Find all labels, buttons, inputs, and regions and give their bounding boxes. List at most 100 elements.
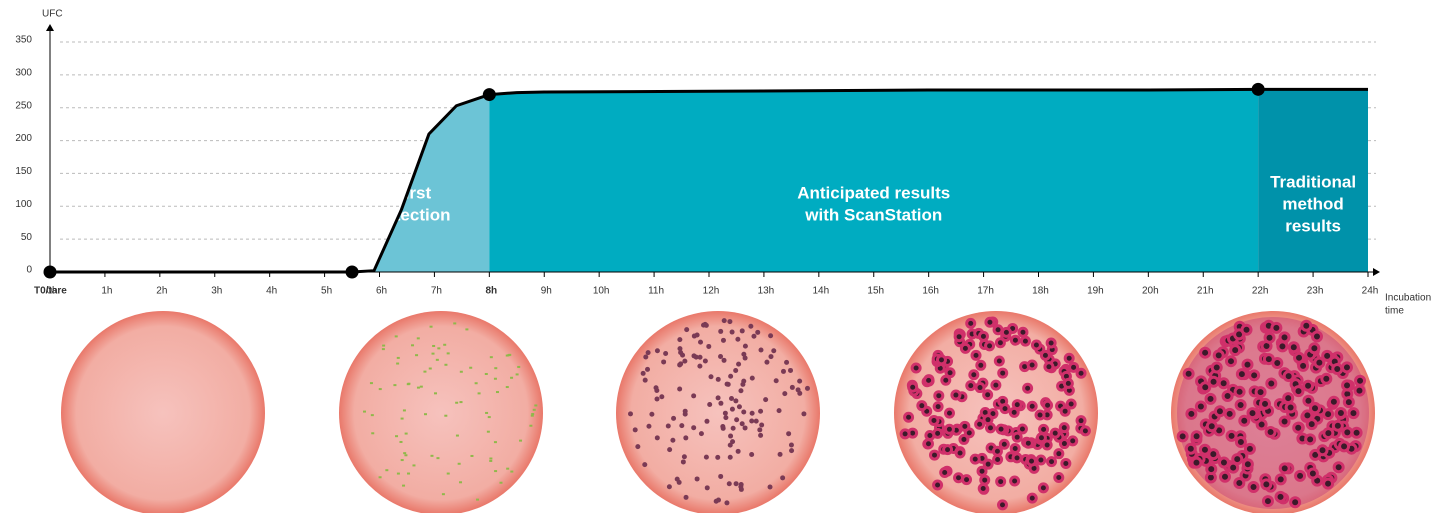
- colony: [399, 440, 403, 443]
- colony: [1068, 361, 1080, 373]
- colony: [1026, 400, 1038, 412]
- colony: [970, 349, 982, 361]
- x-axis-arrow: [1373, 268, 1380, 276]
- colony: [788, 367, 794, 373]
- colony: [969, 453, 981, 465]
- colony: [469, 366, 473, 369]
- colony: [1278, 462, 1291, 475]
- colony: [415, 354, 419, 357]
- colony: [531, 413, 535, 416]
- region-label: with ScanStation: [804, 205, 942, 224]
- region-label: Traditional: [1270, 172, 1356, 191]
- colony: [1292, 385, 1305, 398]
- region: [1258, 89, 1368, 272]
- colony: [1026, 455, 1038, 467]
- colony: [459, 481, 463, 484]
- colony: [1354, 374, 1367, 387]
- colony: [1019, 335, 1031, 347]
- colony: [649, 411, 655, 417]
- colony: [1309, 402, 1322, 415]
- colony: [416, 337, 420, 340]
- region: [489, 89, 1259, 272]
- colony: [718, 328, 724, 334]
- colony: [1207, 448, 1220, 461]
- colony: [758, 432, 764, 438]
- colony: [385, 469, 389, 472]
- colony: [1304, 433, 1317, 446]
- colony: [1282, 370, 1295, 383]
- colony: [729, 329, 735, 335]
- y-tick-label: 50: [21, 232, 33, 243]
- colony: [959, 342, 971, 354]
- colony: [1322, 427, 1335, 440]
- colony: [698, 431, 704, 437]
- colony: [1233, 476, 1246, 489]
- colony: [733, 481, 739, 487]
- colony: [994, 337, 1006, 349]
- y-tick-label: 200: [15, 133, 32, 144]
- colony: [789, 448, 795, 454]
- colony: [736, 361, 742, 367]
- colony: [923, 374, 935, 386]
- x-tick-label: 11h: [648, 286, 664, 297]
- colony: [741, 409, 747, 415]
- colony: [1276, 340, 1289, 353]
- origin-label: T0/tare: [34, 286, 67, 297]
- colony: [742, 343, 748, 349]
- colony: [627, 411, 633, 417]
- colony: [748, 323, 754, 329]
- colony: [1060, 457, 1072, 469]
- colony: [1030, 339, 1042, 351]
- colony: [1231, 453, 1244, 466]
- colony: [494, 470, 498, 473]
- colony: [667, 447, 673, 453]
- colony: [640, 370, 646, 376]
- region-label: First: [394, 183, 431, 202]
- colony: [416, 386, 420, 389]
- colony: [958, 433, 970, 445]
- x-tick-label: 24h: [1362, 286, 1379, 297]
- colony: [411, 344, 415, 347]
- colony: [788, 442, 794, 448]
- colony: [1190, 456, 1203, 469]
- colony: [729, 406, 735, 412]
- colony: [1313, 356, 1326, 369]
- y-tick-label: 150: [15, 166, 32, 177]
- colony: [1334, 407, 1347, 420]
- colony: [506, 467, 510, 470]
- colony: [455, 401, 459, 404]
- region-label: detection: [375, 205, 451, 224]
- x-tick-label: 7h: [431, 286, 442, 297]
- colony: [722, 410, 728, 416]
- colony: [1035, 454, 1047, 466]
- colony: [1190, 430, 1203, 443]
- colony: [1043, 361, 1055, 373]
- colony: [780, 475, 786, 481]
- x-tick-label: 13h: [758, 286, 775, 297]
- colony: [784, 359, 790, 365]
- petri-dish: [616, 311, 820, 513]
- region-label: results: [1285, 216, 1341, 235]
- colony: [484, 372, 488, 375]
- colony: [684, 327, 690, 333]
- colony: [974, 418, 986, 430]
- x-tick-label: 4h: [266, 286, 277, 297]
- colony: [393, 384, 397, 387]
- colony: [715, 376, 721, 382]
- colony: [1000, 326, 1012, 338]
- x-tick-label: 18h: [1032, 286, 1049, 297]
- colony: [797, 378, 803, 384]
- colony: [1254, 386, 1267, 399]
- colony: [984, 316, 996, 328]
- colony: [704, 485, 710, 491]
- x-tick-label: 6h: [376, 286, 387, 297]
- region-label: Anticipated results: [797, 183, 950, 202]
- colony: [982, 389, 994, 401]
- colony: [432, 344, 436, 347]
- region-label: method: [1282, 194, 1343, 213]
- colony: [950, 389, 962, 401]
- colony: [789, 384, 795, 390]
- colony: [465, 328, 469, 331]
- y-tick-label: 100: [15, 199, 32, 210]
- colony: [493, 377, 497, 380]
